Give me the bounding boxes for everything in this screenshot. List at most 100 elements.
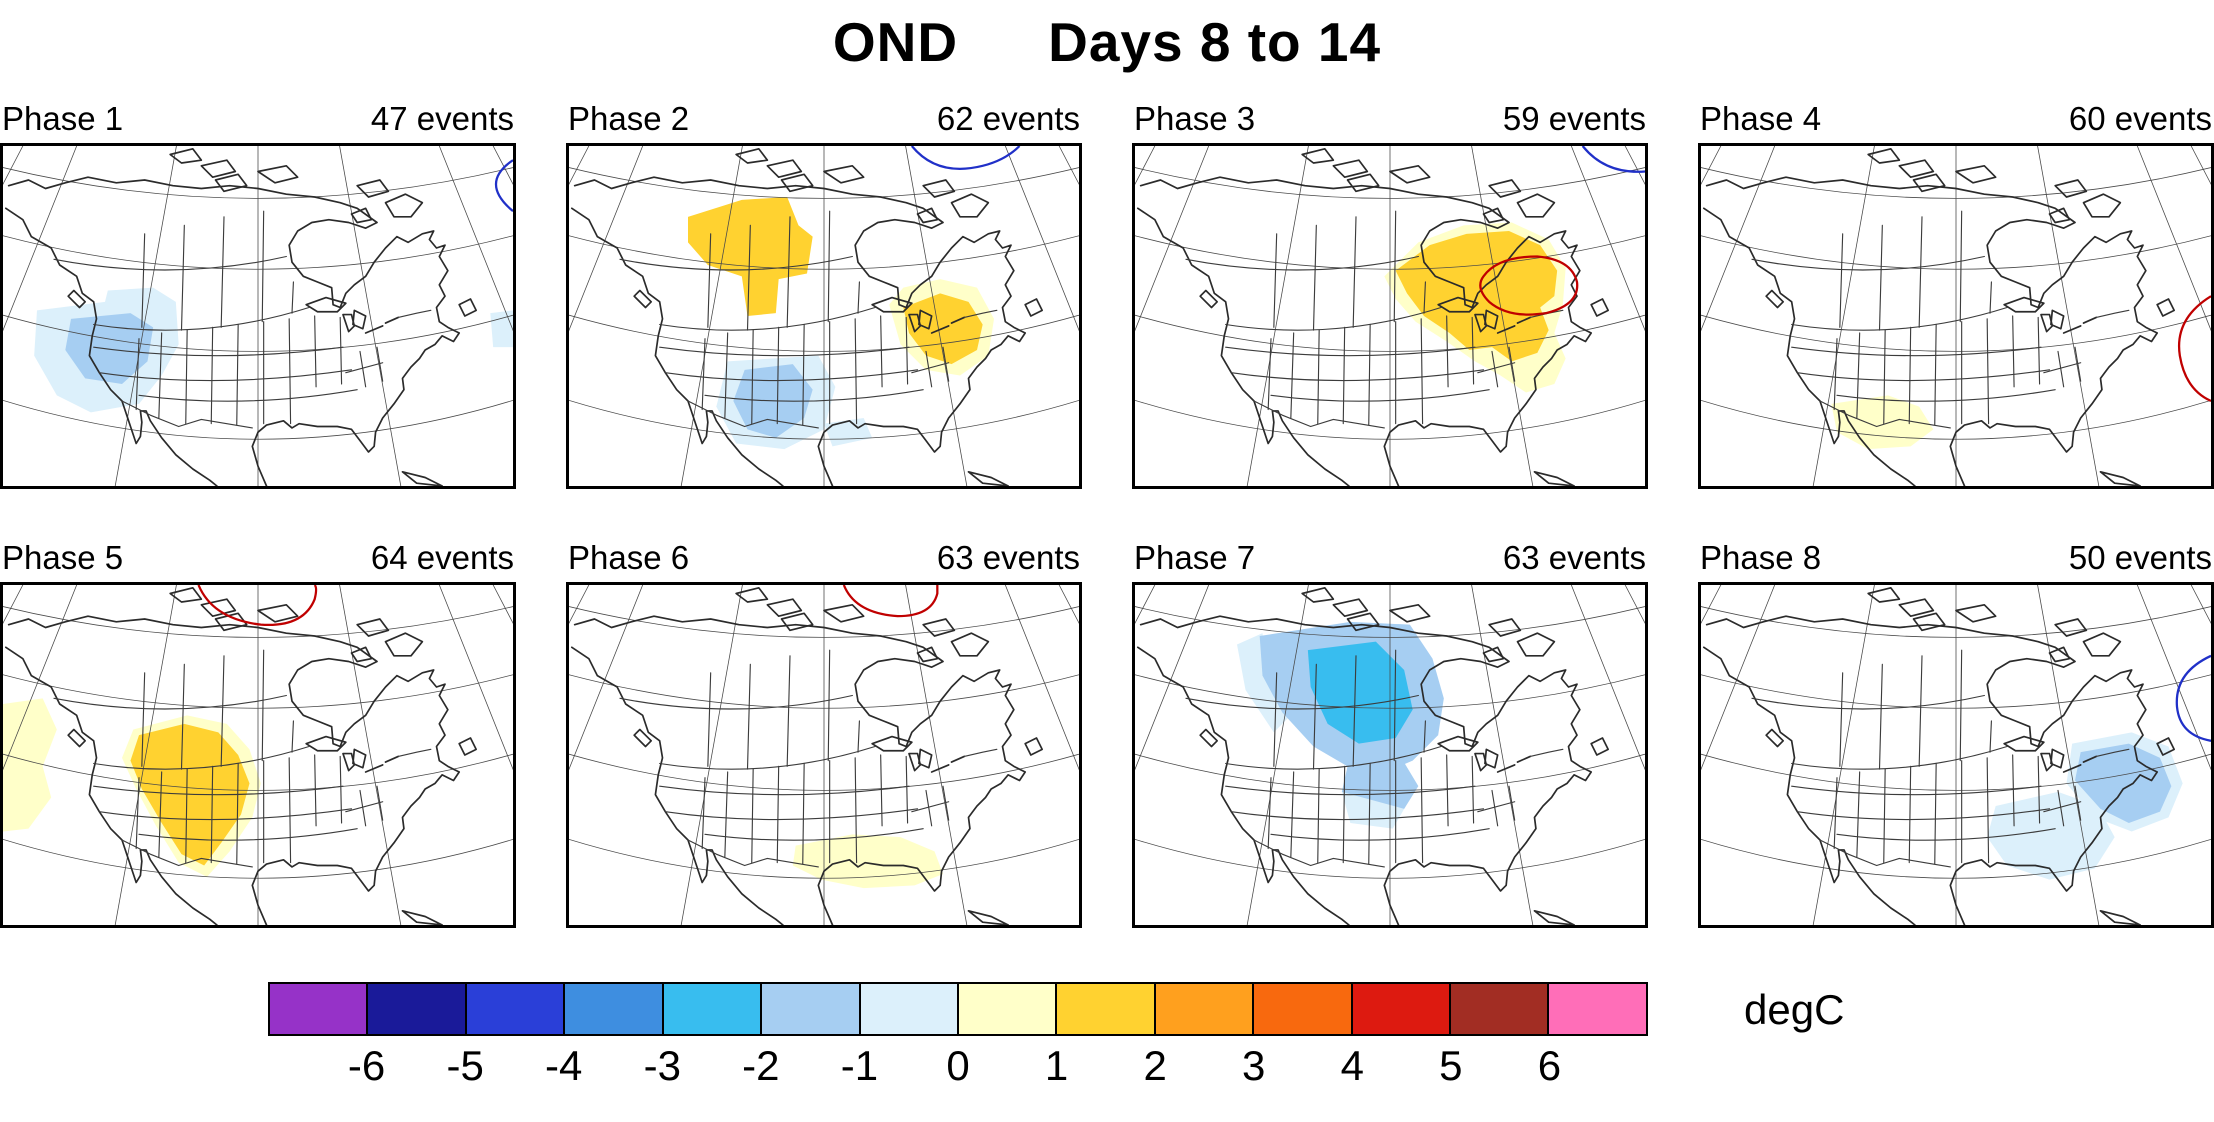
phase-label: Phase 2: [568, 100, 690, 137]
phase-label: Phase 1: [2, 100, 124, 137]
anomaly-shading-region: [824, 418, 873, 447]
colorbar-segment: [1057, 984, 1156, 1034]
map-phase-4: [1698, 143, 2214, 489]
colorbar-tick-label: -3: [643, 1042, 681, 1089]
north-america-basemap: [1135, 146, 1645, 486]
significance-contour-layer: [910, 146, 1021, 170]
north-america-basemap: [1701, 146, 2211, 486]
colorbar-segment: [1352, 984, 1452, 1034]
colorbar-segment: [270, 984, 369, 1034]
map-phase-8: [1698, 582, 2214, 928]
phase-label: Phase 5: [2, 539, 124, 576]
panel-phase-7: Phase 7 63 events: [1132, 539, 1648, 928]
anomaly-shading-region: [3, 698, 57, 832]
figure-title: OND Days 8 to 14: [0, 0, 2214, 74]
colorbar-tick-label: 1: [1044, 1042, 1069, 1089]
events-count: 62 events: [936, 100, 1080, 137]
anomaly-shading-region: [688, 197, 813, 316]
colorbar-segment: [958, 984, 1058, 1034]
significance-contour-layer: [2175, 654, 2211, 742]
significance-contour-layer: [842, 585, 939, 618]
map-phase-2: [566, 143, 1082, 489]
colorbar-segment: [565, 984, 664, 1034]
north-america-basemap: [1135, 585, 1645, 925]
colorbar-tick-label: 3: [1242, 1042, 1266, 1089]
events-count: 50 events: [2068, 539, 2212, 576]
colorbar-tick-label: 2: [1143, 1042, 1167, 1089]
colorbar-segment: [1451, 984, 1550, 1034]
anomaly-shading-layer: [34, 287, 513, 413]
panel-header: Phase 1 47 events: [0, 100, 516, 138]
panel-phase-2: Phase 2 62 events: [566, 100, 1082, 489]
anomaly-shading-region: [1307, 641, 1413, 744]
panel-phase-6: Phase 6 63 events: [566, 539, 1082, 928]
map-canvas: [1135, 585, 1645, 925]
panel-header: Phase 3 59 events: [1132, 100, 1648, 138]
panel-phase-5: Phase 5 64 events: [0, 539, 516, 928]
map-canvas: [569, 585, 1079, 925]
panel-header: Phase 5 64 events: [0, 539, 516, 577]
north-america-basemap: [3, 585, 513, 925]
panel-phase-8: Phase 8 50 events: [1698, 539, 2214, 928]
significance-contour: [2177, 295, 2211, 403]
significance-contour-layer: [1479, 146, 1645, 316]
map-canvas: [1135, 146, 1645, 486]
colorbar-tick-label: 4: [1340, 1042, 1364, 1089]
map-phase-7: [1132, 582, 1648, 928]
colorbar-tick-label: 5: [1439, 1042, 1463, 1089]
phase-label: Phase 7: [1134, 539, 1256, 576]
panel-phase-3: Phase 3 59 events: [1132, 100, 1648, 489]
events-count: 60 events: [2068, 100, 2212, 137]
significance-contour-layer: [2177, 295, 2211, 403]
map-canvas: [1701, 146, 2211, 486]
season-label: OND: [832, 11, 959, 73]
phase-label: Phase 8: [1700, 539, 1822, 576]
panel-phase-4: Phase 4 60 events: [1698, 100, 2214, 489]
north-america-basemap: [569, 585, 1079, 925]
anomaly-shading-region: [792, 834, 943, 889]
map-phase-5: [0, 582, 516, 928]
period-label: Days 8 to 14: [1048, 11, 1382, 73]
significance-contour-layer: [495, 159, 513, 213]
anomaly-shading-region: [1987, 791, 2115, 880]
anomaly-shading-layer: [1987, 732, 2183, 880]
colorbar-tick-label: -5: [446, 1042, 484, 1089]
colorbar-segment: [860, 984, 959, 1034]
colorbar-segment: [1549, 984, 1646, 1034]
panel-grid: Phase 1 47 events Phase 2 62 events: [0, 74, 2214, 928]
events-count: 63 events: [936, 539, 1080, 576]
panel-header: Phase 7 63 events: [1132, 539, 1648, 577]
map-canvas: [3, 585, 513, 925]
events-count: 64 events: [370, 539, 514, 576]
anomaly-shading-layer: [1237, 621, 1444, 829]
colorbar-tick-label: -2: [742, 1042, 780, 1089]
significance-contour: [197, 585, 318, 627]
colorbar-units-label: degC: [1744, 986, 1845, 1033]
colorbar-segment: [368, 984, 467, 1034]
panel-header: Phase 8 50 events: [1698, 539, 2214, 577]
significance-contour-layer: [197, 585, 318, 627]
events-count: 63 events: [1502, 539, 1646, 576]
colorbar-area: -6 -5 -4 -3 -2 -1 0 1 2 3 4 5 6 degC: [268, 982, 1844, 1094]
significance-contour: [495, 159, 513, 213]
north-america-basemap: [569, 146, 1079, 486]
anomaly-shading-region: [2075, 743, 2172, 823]
map-canvas: [569, 146, 1079, 486]
colorbar-segment: [466, 984, 566, 1034]
map-canvas: [3, 146, 513, 486]
colorbar-tick-label: -4: [545, 1042, 583, 1089]
anomaly-shading-layer: [688, 197, 994, 450]
colorbar: [268, 982, 1648, 1036]
colorbar-tick-label: -1: [840, 1042, 879, 1089]
colorbar-tick-label: 0: [946, 1042, 970, 1089]
colorbar-tick-label: 6: [1537, 1042, 1562, 1089]
panel-phase-1: Phase 1 47 events: [0, 100, 516, 489]
panel-header: Phase 4 60 events: [1698, 100, 2214, 138]
panel-header: Phase 6 63 events: [566, 539, 1082, 577]
events-count: 47 events: [370, 100, 514, 137]
events-count: 59 events: [1502, 100, 1646, 137]
colorbar-segment: [1155, 984, 1255, 1034]
anomaly-shading-layer: [792, 834, 943, 889]
phase-label: Phase 3: [1134, 100, 1256, 137]
